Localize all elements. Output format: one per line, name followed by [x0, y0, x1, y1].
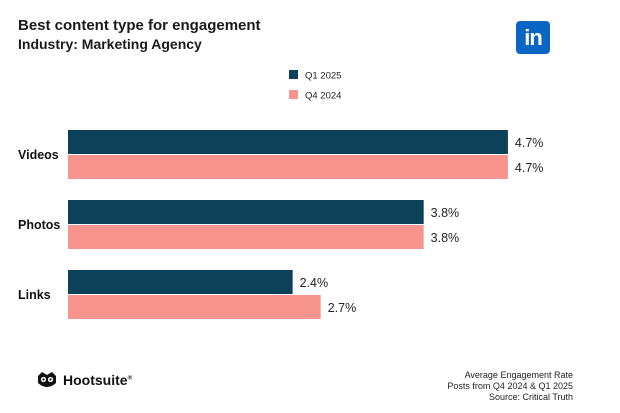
data-label: 2.4% — [300, 276, 329, 290]
legend-label: Q4 2024 — [305, 91, 341, 102]
footer-note-source: Source: Critical Truth — [488, 392, 573, 402]
chart-subtitle: Industry: Marketing Agency — [18, 36, 202, 52]
chart-title: Best content type for engagement — [18, 17, 261, 34]
bar — [68, 155, 508, 179]
data-label: 4.7% — [515, 161, 544, 175]
linkedin-icon: in — [516, 21, 550, 54]
bar — [68, 295, 321, 319]
footer-note-metric: Average Engagement Rate — [464, 370, 573, 380]
legend-swatch — [289, 90, 298, 99]
owl-icon — [38, 372, 56, 387]
data-label: 3.8% — [431, 206, 460, 220]
category-label: Links — [18, 288, 51, 302]
data-label: 2.7% — [328, 301, 357, 315]
data-label: 4.7% — [515, 136, 544, 150]
data-label: 3.8% — [431, 231, 460, 245]
category-label: Photos — [18, 218, 60, 232]
footer-note-period: Posts from Q4 2024 & Q1 2025 — [447, 381, 573, 391]
bar — [68, 130, 508, 154]
legend-label: Q1 2025 — [305, 71, 341, 82]
legend-swatch — [289, 70, 298, 79]
bar — [68, 200, 424, 224]
bar — [68, 225, 424, 249]
footer-notes: Average Engagement Rate Posts from Q4 20… — [447, 370, 573, 403]
hootsuite-logo: Hootsuite® — [36, 370, 132, 390]
bar — [68, 270, 293, 294]
brand-name: Hootsuite® — [63, 372, 132, 388]
category-label: Videos — [18, 148, 59, 162]
